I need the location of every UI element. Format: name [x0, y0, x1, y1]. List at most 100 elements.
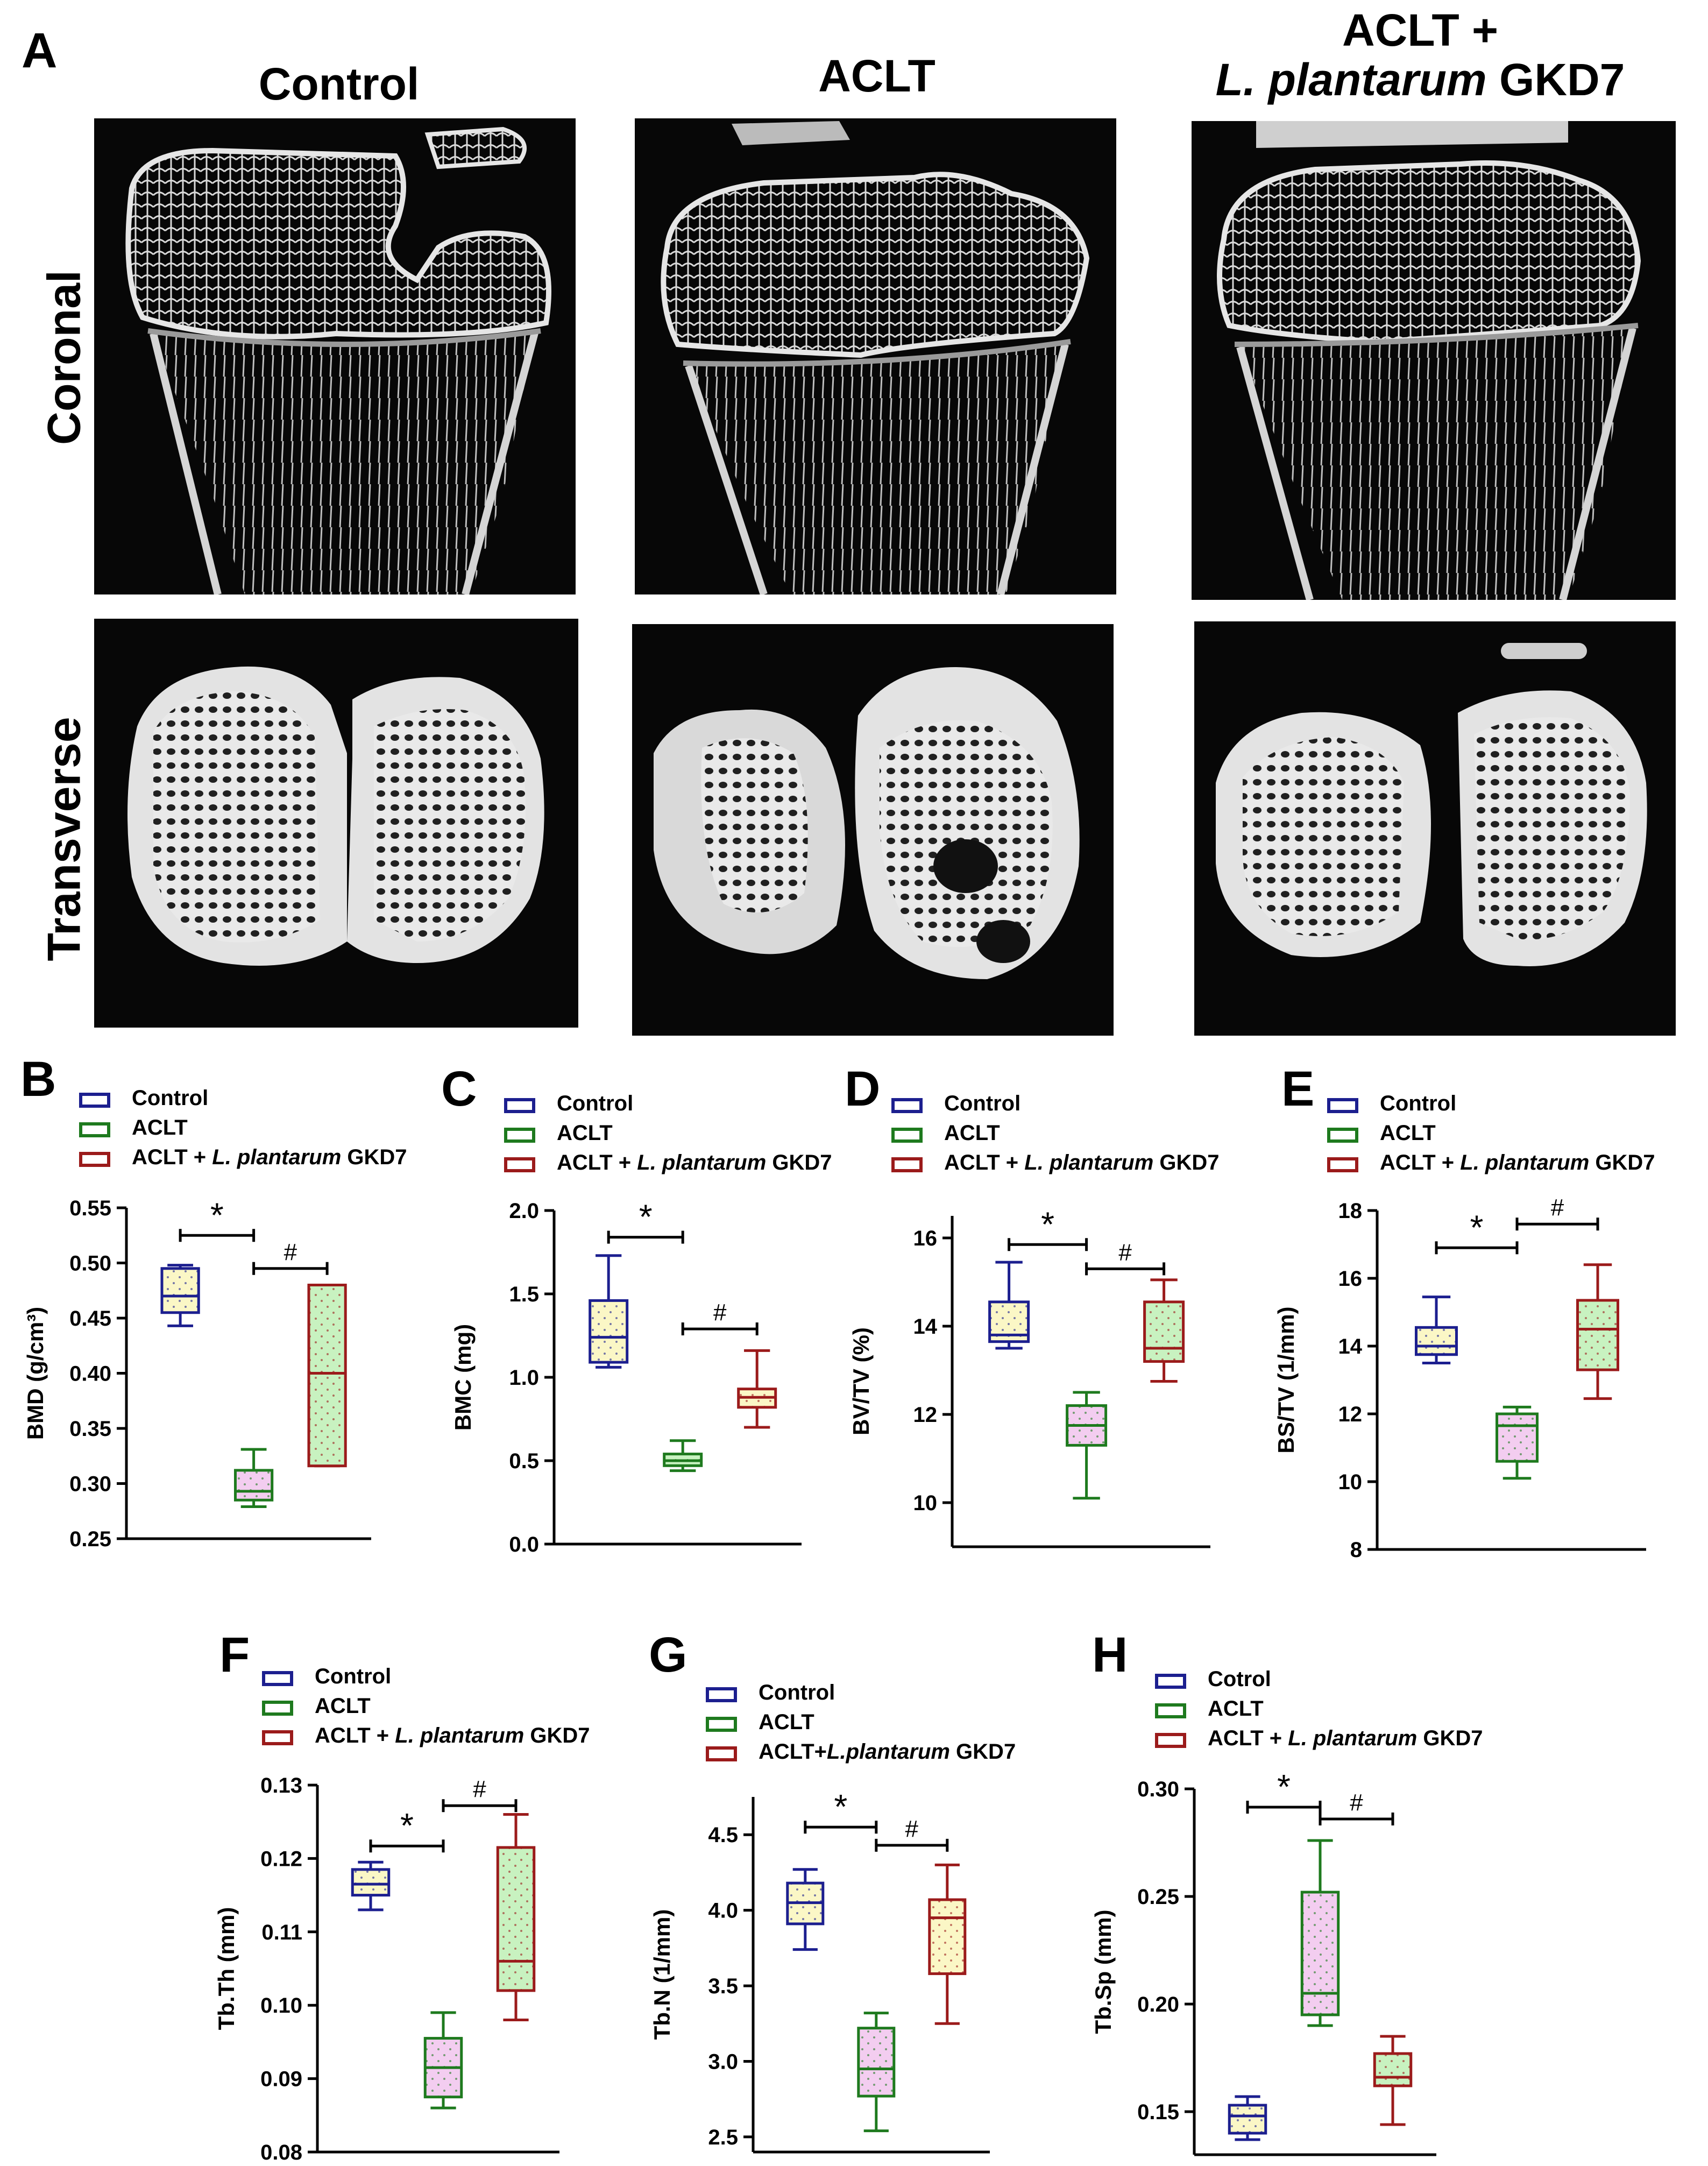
significance-symbol: # [284, 1239, 297, 1265]
y-tick-label: 0.12 [260, 1847, 302, 1871]
legend-label-rest: GKD7 [766, 1151, 832, 1174]
legend-label-italic: L.plantarum [827, 1740, 950, 1764]
y-tick-label: 8 [1350, 1538, 1362, 1562]
chart-f-plot: Control ACLT ACLT + L. plantarum GKD7 0.08 0… [214, 1665, 590, 2164]
box-2 [496, 1813, 536, 2021]
legend-swatch [1327, 1098, 1358, 1113]
box-body [1300, 1891, 1340, 2016]
legend-swatch [891, 1098, 923, 1113]
column-title-control: Control [156, 59, 522, 109]
legend-label-text: Control [1380, 1092, 1456, 1115]
coronal-image-control [94, 118, 576, 594]
box-body [1143, 1300, 1185, 1363]
chart-g: G Control ACLT ACLT+L.plantarum GKD7 2.5 3.0… [640, 1614, 1081, 2163]
y-axis-label: Tb.N (1/mm) [649, 1909, 675, 2040]
row-label-transverse: Transverse [38, 717, 90, 961]
chart-h-plot: Cotrol ACLT ACLT + L. plantarum GKD7 0.15 0.… [1090, 1667, 1483, 2156]
box-2 [737, 1349, 777, 1429]
box-body [233, 1469, 274, 1502]
legend-label: ACLT [944, 1121, 1000, 1145]
y-axis-label: BMD (g/cm³) [23, 1307, 48, 1440]
panel-letter-g: G [649, 1627, 688, 1682]
box-body [857, 2027, 896, 2098]
y-tick-label: 0.45 [69, 1307, 111, 1330]
y-axis-label: BS/TV (1/mm) [1273, 1306, 1299, 1453]
legend-label-rest: GKD7 [950, 1740, 1016, 1764]
transverse-image-aclt [632, 624, 1114, 1036]
legend-swatch [79, 1093, 110, 1108]
legend-label-text: ACLT + [557, 1151, 637, 1174]
y-tick-label: 10 [913, 1491, 938, 1515]
legend-label-text: ACLT + [315, 1724, 395, 1747]
chart-c-plot: Control ACLT ACLT + L. plantarum GKD7 0.0 0.… [450, 1092, 832, 1556]
legend-swatch [504, 1157, 535, 1172]
box-body [307, 1284, 347, 1468]
y-axis-label: BMC (mg) [450, 1324, 476, 1431]
column-title-aclt: ACLT [694, 51, 1060, 101]
y-tick-label: 0.30 [69, 1473, 111, 1496]
legend-swatch [262, 1701, 293, 1716]
box-1 [233, 1448, 274, 1509]
chart-e-plot: Control ACLT ACLT + L. plantarum GKD7 8 10 12… [1273, 1092, 1655, 1562]
legend-label-text: Control [759, 1681, 835, 1704]
legend-label-text: Control [557, 1092, 633, 1115]
species-name: L. plantarum [1215, 54, 1487, 105]
legend-label: ACLT [557, 1121, 613, 1145]
box-body [1415, 1326, 1458, 1356]
legend-label-italic: L. plantarum [212, 1145, 341, 1169]
panel-letter-b: B [20, 1052, 56, 1107]
legend-label: ACLT + L. plantarum GKD7 [132, 1145, 407, 1169]
y-tick-label: 10 [1338, 1470, 1363, 1494]
legend-label: ACLT + L. plantarum GKD7 [557, 1151, 832, 1174]
box-2 [1576, 1263, 1619, 1400]
legend-swatch [1155, 1674, 1186, 1689]
y-tick-label: 0.40 [69, 1362, 111, 1386]
legend-label-text: ACLT [557, 1121, 613, 1145]
significance-symbol: # [1350, 1789, 1363, 1816]
legend-swatch [262, 1671, 293, 1686]
legend-label: ACLT [1380, 1121, 1436, 1145]
box-1 [423, 2011, 463, 2110]
legend-label-text: ACLT + [1380, 1151, 1460, 1174]
significance-symbol: # [1118, 1239, 1132, 1265]
legend-label-text: ACLT+ [759, 1740, 827, 1764]
box-1 [1496, 1405, 1539, 1480]
legend-swatch [504, 1128, 535, 1143]
legend-swatch [706, 1717, 737, 1732]
strain-name: GKD7 [1486, 54, 1625, 105]
box-body [1496, 1412, 1539, 1463]
legend-label: Control [1380, 1092, 1456, 1115]
legend-label-italic: L. plantarum [637, 1151, 766, 1174]
chart-g-plot: Control ACLT ACLT+L.plantarum GKD7 2.5 3.0 3.… [649, 1681, 1016, 2154]
legend-label: ACLT + L. plantarum GKD7 [1208, 1726, 1483, 1750]
y-axis-label: Tb.Th (mm) [214, 1907, 239, 2030]
legend-label-text: ACLT + [1208, 1726, 1288, 1750]
legend-label-text: ACLT [315, 1694, 371, 1718]
box-1 [857, 2012, 896, 2133]
box-body [1228, 2104, 1267, 2135]
y-tick-label: 0.20 [1137, 1993, 1179, 2016]
chart-d: D Control ACLT ACLT + L. plantarum GKD7 10 1… [834, 1054, 1264, 1566]
y-tick-label: 0.25 [69, 1527, 111, 1551]
legend-label: ACLT + L. plantarum GKD7 [315, 1724, 590, 1747]
y-tick-label: 18 [1338, 1199, 1363, 1223]
legend-label: Control [759, 1681, 835, 1704]
y-tick-label: 1.0 [509, 1366, 539, 1390]
y-tick-label: 0.11 [261, 1921, 302, 1944]
legend-label-italic: L. plantarum [1024, 1151, 1153, 1174]
significance-symbol: * [210, 1195, 224, 1234]
row-label-coronal: Coronal [38, 270, 90, 445]
box-2 [1373, 2035, 1413, 2126]
significance-symbol: # [905, 1816, 919, 1842]
transverse-image-control [94, 619, 578, 1028]
y-tick-label: 0.08 [260, 2141, 302, 2164]
column-title-text: Control [258, 59, 420, 109]
y-axis-label: Tb.Sp (mm) [1090, 1910, 1116, 2034]
box-1 [1066, 1391, 1108, 1500]
transverse-image-aclt-gkd7 [1194, 621, 1676, 1036]
significance-symbol: * [834, 1787, 847, 1826]
panel-letter-h: H [1092, 1627, 1128, 1682]
box-body [589, 1299, 629, 1364]
legend-swatch [79, 1152, 110, 1167]
box-body [351, 1868, 391, 1897]
